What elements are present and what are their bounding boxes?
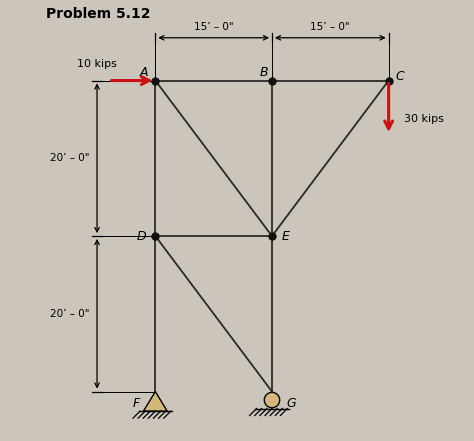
Text: 15’ – 0": 15’ – 0" <box>310 22 350 32</box>
Text: G: G <box>287 397 296 410</box>
Text: Problem 5.12: Problem 5.12 <box>46 7 151 21</box>
Circle shape <box>264 392 280 408</box>
Text: 15’ – 0": 15’ – 0" <box>194 22 234 32</box>
Text: F: F <box>132 397 139 410</box>
Text: D: D <box>137 230 146 243</box>
Text: 20’ – 0": 20’ – 0" <box>50 309 89 319</box>
Text: 20’ – 0": 20’ – 0" <box>50 153 89 163</box>
Text: B: B <box>260 66 269 79</box>
Text: A: A <box>139 66 148 79</box>
Text: C: C <box>396 70 405 83</box>
Polygon shape <box>144 392 167 411</box>
Text: E: E <box>282 230 290 243</box>
Text: 10 kips: 10 kips <box>77 59 117 69</box>
Text: 30 kips: 30 kips <box>404 114 444 124</box>
